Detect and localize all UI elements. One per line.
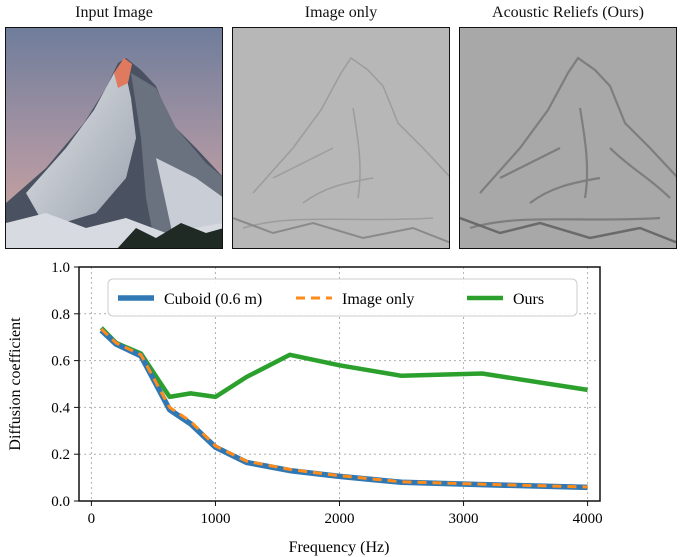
ours-panel: [459, 27, 677, 249]
legend-label: Ours: [513, 291, 544, 308]
legend-label: Image only: [342, 291, 414, 308]
x-tick-label: 2000: [325, 511, 355, 527]
panel-title-ours: Acoustic Reliefs (Ours): [492, 4, 644, 21]
y-tick-label: 1.0: [51, 260, 70, 276]
y-tick-label: 0.0: [51, 494, 70, 510]
legend-label: Cuboid (0.6 m): [164, 291, 262, 308]
relief-ours: [460, 28, 676, 248]
y-tick-label: 0.6: [51, 354, 70, 370]
ours-line: [99, 326, 588, 400]
panel-title-image-only: Image only: [304, 4, 378, 21]
y-tick-label: 0.4: [51, 400, 70, 416]
x-tick-label: 4000: [573, 511, 603, 527]
x-tick-label: 0: [88, 511, 96, 527]
ticks-layer: 0 1000 2000 3000 4000 0.0 0.2 0.4 0.6 0.8 1.0: [51, 260, 602, 527]
legend-box: [107, 278, 578, 317]
x-axis-label: Frequency (Hz): [289, 539, 390, 556]
y-tick-label: 0.8: [51, 307, 70, 323]
x-tick-label: 1000: [200, 511, 230, 527]
y-tick-label: 0.2: [51, 447, 70, 463]
image-only-panel: [232, 27, 450, 249]
legend: Cuboid (0.6 m) Image only Ours: [107, 278, 578, 317]
y-axis-label: Diffusion coefficient: [7, 317, 24, 451]
panel-title-input: Input Image: [75, 4, 153, 21]
x-tick-label: 3000: [449, 511, 479, 527]
image-only-line: [100, 327, 588, 489]
input-image-panel: [5, 27, 223, 249]
lines-layer: [99, 326, 588, 491]
mountain-photo: [6, 28, 222, 248]
relief-image-only: [233, 28, 449, 248]
